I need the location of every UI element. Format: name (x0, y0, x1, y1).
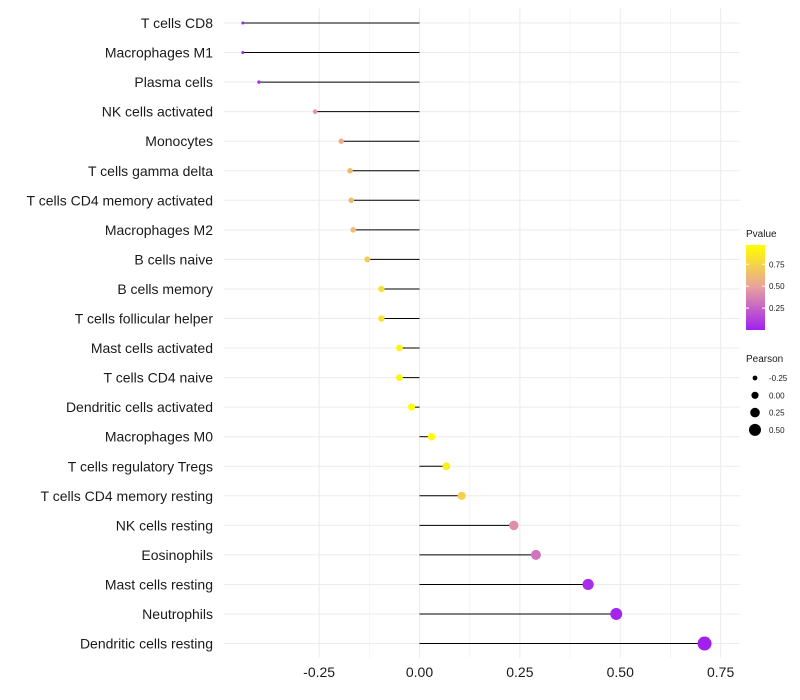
lollipop-point (338, 138, 344, 144)
pearson-legend-dot (750, 407, 760, 418)
grid-lines (224, 8, 740, 658)
lollipop-point (582, 578, 594, 591)
lollipop-points (241, 21, 712, 651)
lollipop-point (610, 608, 623, 620)
category-label: Plasma cells (134, 74, 213, 90)
category-label: Macrophages M2 (105, 222, 213, 238)
pvalue-legend-title: Pvalue (746, 229, 777, 240)
lollipop-point (257, 80, 261, 84)
x-tick-label: 0.50 (607, 664, 634, 680)
category-label: Dendritic cells activated (66, 399, 213, 415)
category-label: Monocytes (145, 133, 213, 149)
y-axis-category-labels: T cells CD8 Macrophages M1 Plasma cells NK … (27, 15, 214, 652)
pearson-legend-dot (752, 375, 758, 381)
category-label: NK cells activated (102, 104, 213, 120)
category-label: Eosinophils (141, 547, 213, 563)
lollipop-point (396, 344, 403, 352)
pearson-legend-label: -0.25 (769, 374, 788, 383)
pearson-legend-label: 0.25 (769, 409, 785, 418)
category-label: B cells naive (134, 251, 213, 267)
lollipop-point (697, 636, 712, 651)
x-axis-tick-labels: -0.25 0.00 0.25 0.50 0.75 (303, 664, 734, 680)
lollipop-point (378, 285, 385, 293)
category-label: B cells memory (117, 281, 213, 297)
pearson-legend-dot (749, 423, 761, 436)
pearson-legend-label: 0.00 (769, 391, 785, 400)
pvalue-colorbar (746, 245, 765, 330)
category-label: Mast cells resting (105, 576, 213, 592)
x-tick-label: 0.25 (506, 664, 533, 680)
lollipop-point (530, 549, 541, 560)
lollipop-point (427, 432, 436, 441)
x-tick-label: 0.00 (406, 664, 433, 680)
category-label: T cells CD4 memory activated (27, 192, 213, 208)
x-tick-label: -0.25 (303, 664, 335, 680)
pearson-legend-title: Pearson (746, 354, 783, 365)
lollipop-point (312, 109, 318, 115)
category-label: T cells regulatory Tregs (68, 458, 213, 474)
lollipop-point (364, 256, 371, 263)
x-tick-label: 0.75 (707, 664, 734, 680)
lollipop-point (348, 197, 355, 204)
category-label: T cells CD4 naive (104, 370, 214, 386)
pearson-legend-items: -0.25 0.00 0.25 0.50 (749, 374, 788, 436)
pearson-legend-dot (751, 391, 759, 399)
pearson-legend-label: 0.50 (769, 426, 785, 435)
category-label: Mast cells activated (91, 340, 213, 356)
pvalue-legend-ticks: 0.25 0.50 0.75 (746, 260, 785, 313)
lollipop-point (457, 491, 466, 500)
pvalue-legend-tick-label: 0.75 (769, 260, 785, 269)
lollipop-point (347, 167, 353, 174)
category-label: Neutrophils (142, 606, 213, 622)
category-label: Dendritic cells resting (80, 636, 213, 652)
lollipop-point (396, 374, 403, 381)
lollipop-point (241, 21, 245, 25)
lollipop-point (378, 315, 385, 322)
pvalue-legend-tick-label: 0.50 (769, 282, 785, 291)
pearson-legend: Pearson -0.25 0.00 0.25 0.50 (746, 354, 788, 436)
lollipop-point (407, 403, 415, 411)
category-label: T cells follicular helper (75, 311, 214, 327)
lollipop-point (509, 520, 519, 531)
lollipop-point (442, 462, 451, 471)
lollipop-stems (242, 22, 705, 645)
pvalue-legend-tick-label: 0.25 (769, 304, 785, 313)
category-label: T cells CD4 memory resting (41, 488, 213, 504)
category-label: NK cells resting (116, 517, 213, 533)
category-label: T cells CD8 (141, 15, 213, 31)
pvalue-legend: Pvalue 0.25 0.50 0.75 (746, 229, 785, 330)
category-label: Macrophages M1 (105, 45, 213, 61)
category-label: Macrophages M0 (105, 429, 213, 445)
category-label: T cells gamma delta (88, 163, 213, 179)
lollipop-point (350, 227, 357, 233)
lollipop-point (241, 51, 245, 55)
